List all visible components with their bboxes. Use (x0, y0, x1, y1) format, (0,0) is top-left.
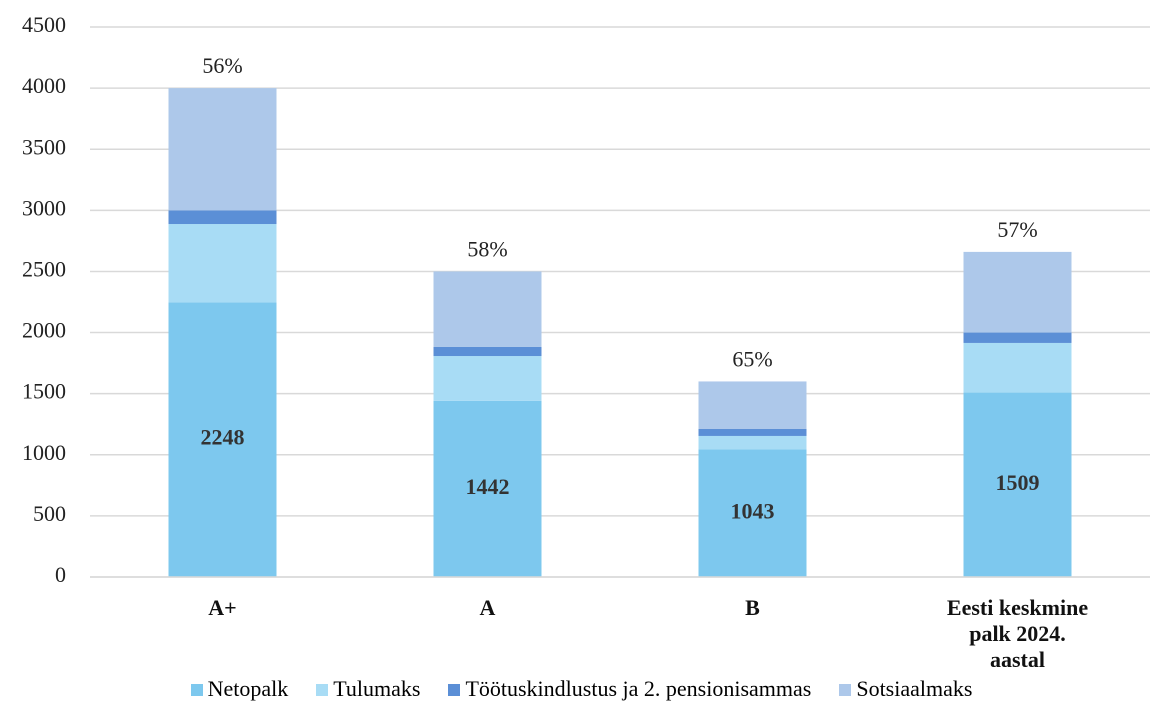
legend-swatch (190, 684, 203, 696)
legend-item: Töötuskindlustus ja 2. pensionisammas (448, 676, 811, 702)
x-tick-label: B (745, 595, 760, 620)
value-label: 1442 (466, 474, 510, 499)
bar-segment (698, 435, 807, 450)
legend-swatch (316, 684, 329, 696)
legend-item: Tulumaks (316, 676, 420, 702)
value-label: 2248 (201, 425, 245, 450)
annotation: 58% (467, 236, 507, 261)
legend-swatch (448, 684, 461, 696)
legend-label: Netopalk (207, 676, 289, 701)
bar-segment (433, 400, 542, 577)
bar-segment (168, 224, 277, 303)
y-tick-label: 2000 (22, 318, 66, 343)
x-tick-label: A+ (208, 595, 237, 620)
annotation: 56% (202, 53, 242, 78)
bar-segment (963, 342, 1072, 393)
y-tick-label: 4500 (22, 12, 66, 37)
y-tick-label: 1500 (22, 379, 66, 404)
bar-segment (963, 392, 1072, 577)
value-label: 1509 (996, 470, 1040, 495)
value-label: 1043 (731, 498, 775, 523)
legend-item: Netopalk (190, 676, 289, 702)
legend-label: Sotsiaalmaks (856, 676, 973, 701)
bar-segment (963, 251, 1072, 333)
bar-segment (698, 449, 807, 577)
x-tick-label: A (479, 595, 496, 620)
bar-segment (433, 271, 542, 347)
annotation: 65% (732, 346, 772, 371)
annotation: 57% (997, 217, 1037, 242)
bar-segment (963, 332, 1072, 343)
bar-segment (168, 302, 277, 577)
y-tick-label: 500 (33, 501, 66, 526)
legend: Netopalk Tulumaks Töötuskindlustus ja 2. p… (0, 676, 1163, 702)
bar-segment (698, 381, 807, 429)
bar-segment (698, 428, 807, 436)
y-tick-label: 2500 (22, 256, 66, 281)
y-tick-label: 3500 (22, 134, 66, 159)
y-tick-label: 3000 (22, 195, 66, 220)
legend-label: Tulumaks (333, 676, 421, 701)
bar-segment (168, 88, 277, 211)
bar-segment (433, 346, 542, 357)
bar-segment (168, 210, 277, 225)
legend-swatch (839, 684, 852, 696)
y-tick-label: 0 (55, 562, 66, 587)
bar-segment (433, 356, 542, 401)
x-tick-label: Eesti keskmine palk 2024. aastal (946, 595, 1089, 672)
y-tick-label: 4000 (22, 73, 66, 98)
y-tick-label: 1000 (22, 440, 66, 465)
legend-item: Sotsiaalmaks (839, 676, 972, 702)
legend-label: Töötuskindlustus ja 2. pensionisammas (465, 676, 812, 701)
